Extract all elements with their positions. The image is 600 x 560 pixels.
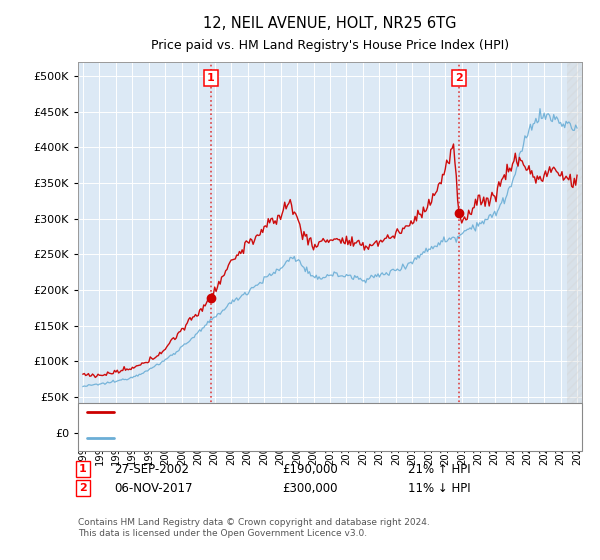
Text: 12, NEIL AVENUE, HOLT, NR25 6TG: 12, NEIL AVENUE, HOLT, NR25 6TG — [203, 16, 457, 31]
Text: 27-SEP-2002: 27-SEP-2002 — [114, 463, 189, 476]
Text: 21% ↑ HPI: 21% ↑ HPI — [408, 463, 470, 476]
Text: HPI: Average price, detached house, North Norfolk: HPI: Average price, detached house, Nort… — [120, 433, 396, 443]
Text: Price paid vs. HM Land Registry's House Price Index (HPI): Price paid vs. HM Land Registry's House … — [151, 39, 509, 52]
Text: 2: 2 — [79, 483, 86, 493]
Text: £300,000: £300,000 — [282, 482, 337, 495]
Text: 06-NOV-2017: 06-NOV-2017 — [114, 482, 193, 495]
Text: 1: 1 — [207, 73, 214, 83]
Text: Contains HM Land Registry data © Crown copyright and database right 2024.
This d: Contains HM Land Registry data © Crown c… — [78, 518, 430, 538]
Bar — [567, 62, 582, 433]
Text: 11% ↓ HPI: 11% ↓ HPI — [408, 482, 470, 495]
Text: 2: 2 — [455, 73, 463, 83]
Text: 1: 1 — [79, 464, 86, 474]
Text: 12, NEIL AVENUE, HOLT, NR25 6TG (detached house): 12, NEIL AVENUE, HOLT, NR25 6TG (detache… — [120, 407, 409, 417]
Text: £190,000: £190,000 — [282, 463, 338, 476]
